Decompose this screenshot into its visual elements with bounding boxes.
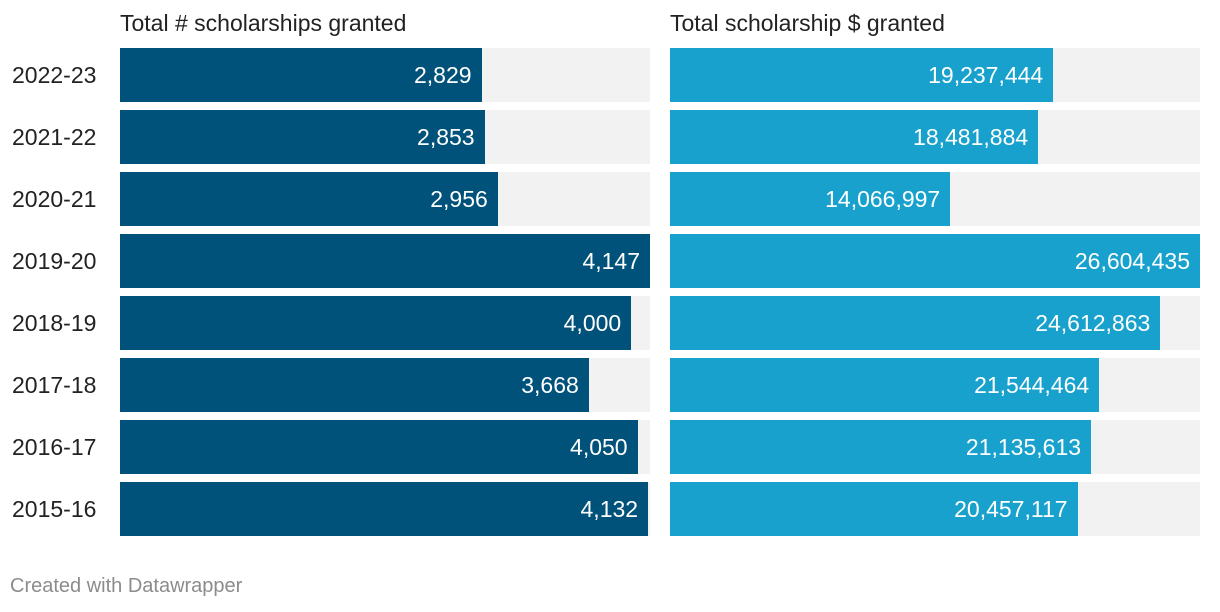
- year-label: 2016-17: [12, 434, 97, 460]
- year-label: 2017-18: [12, 372, 97, 398]
- left-bar: 4,050: [120, 420, 638, 474]
- right-bar-track: 18,481,884: [670, 110, 1200, 164]
- left-bar-value-label: 2,853: [417, 124, 475, 150]
- right-bar-value-label: 24,612,863: [1035, 310, 1151, 336]
- year-label: 2022-23: [12, 62, 97, 88]
- right-bar-track: 19,237,444: [670, 48, 1200, 102]
- left-bar-track: 3,668: [120, 358, 650, 412]
- right-bar-value-label: 21,135,613: [965, 434, 1082, 460]
- left-bar-track: 2,829: [120, 48, 650, 102]
- left-bar-value-label: 4,000: [563, 310, 622, 336]
- left-bar: 2,853: [120, 110, 485, 164]
- left-bar-track: 4,147: [120, 234, 650, 288]
- right-bar: 14,066,997: [670, 172, 951, 226]
- right-bar: 19,237,444: [670, 48, 1054, 102]
- year-label: 2020-21: [12, 186, 97, 212]
- year-label: 2021-22: [12, 124, 97, 150]
- footer-credit: Created with Datawrapper: [10, 575, 243, 597]
- right-bar-value-label: 21,544,464: [974, 372, 1090, 398]
- left-bar-value-label: 2,956: [430, 186, 488, 212]
- right-bar: 21,544,464: [670, 358, 1100, 412]
- left-bar: 2,829: [120, 48, 482, 102]
- left-bar: 2,956: [120, 172, 498, 226]
- left-bar: 4,147: [120, 234, 650, 288]
- right-bar: 21,135,613: [670, 420, 1092, 474]
- left-bar-track: 2,853: [120, 110, 650, 164]
- left-bar-value-label: 4,050: [570, 434, 628, 460]
- right-chart-title: Total scholarship $ granted: [670, 10, 945, 36]
- left-bar: 4,000: [120, 296, 632, 350]
- year-label: 2015-16: [12, 496, 97, 522]
- right-bar-track: 14,066,997: [670, 172, 1200, 226]
- right-bar-value-label: 19,237,444: [928, 62, 1044, 88]
- right-bar-track: 24,612,863: [670, 296, 1200, 350]
- right-bar: 20,457,117: [670, 482, 1078, 536]
- left-bar-value-label: 4,132: [580, 496, 639, 522]
- year-label: 2019-20: [12, 248, 97, 274]
- left-bar-track: 4,000: [120, 296, 650, 350]
- right-bar-value-label: 26,604,435: [1074, 248, 1190, 274]
- left-bar: 4,132: [120, 482, 649, 536]
- right-bar: 26,604,435: [670, 234, 1200, 288]
- left-bar-track: 4,132: [120, 482, 650, 536]
- right-bar-value-label: 20,457,117: [954, 496, 1068, 522]
- left-bar-value-label: 2,829: [413, 62, 472, 88]
- right-bar-track: 26,604,435: [670, 234, 1200, 288]
- right-bar-value-label: 18,481,884: [913, 124, 1029, 150]
- right-bar: 24,612,863: [670, 296, 1161, 350]
- left-bar-value-label: 3,668: [521, 372, 579, 398]
- left-bar: 3,668: [120, 358, 589, 412]
- right-bar: 18,481,884: [670, 110, 1039, 164]
- left-chart-title: Total # scholarships granted: [120, 10, 407, 36]
- year-label: 2018-19: [12, 310, 97, 336]
- right-bar-track: 21,135,613: [670, 420, 1200, 474]
- left-bar-track: 4,050: [120, 420, 650, 474]
- left-bar-track: 2,956: [120, 172, 650, 226]
- right-bar-value-label: 14,066,997: [825, 186, 941, 212]
- left-bar-value-label: 4,147: [582, 248, 640, 274]
- right-bar-track: 21,544,464: [670, 358, 1200, 412]
- right-bar-track: 20,457,117: [670, 482, 1200, 536]
